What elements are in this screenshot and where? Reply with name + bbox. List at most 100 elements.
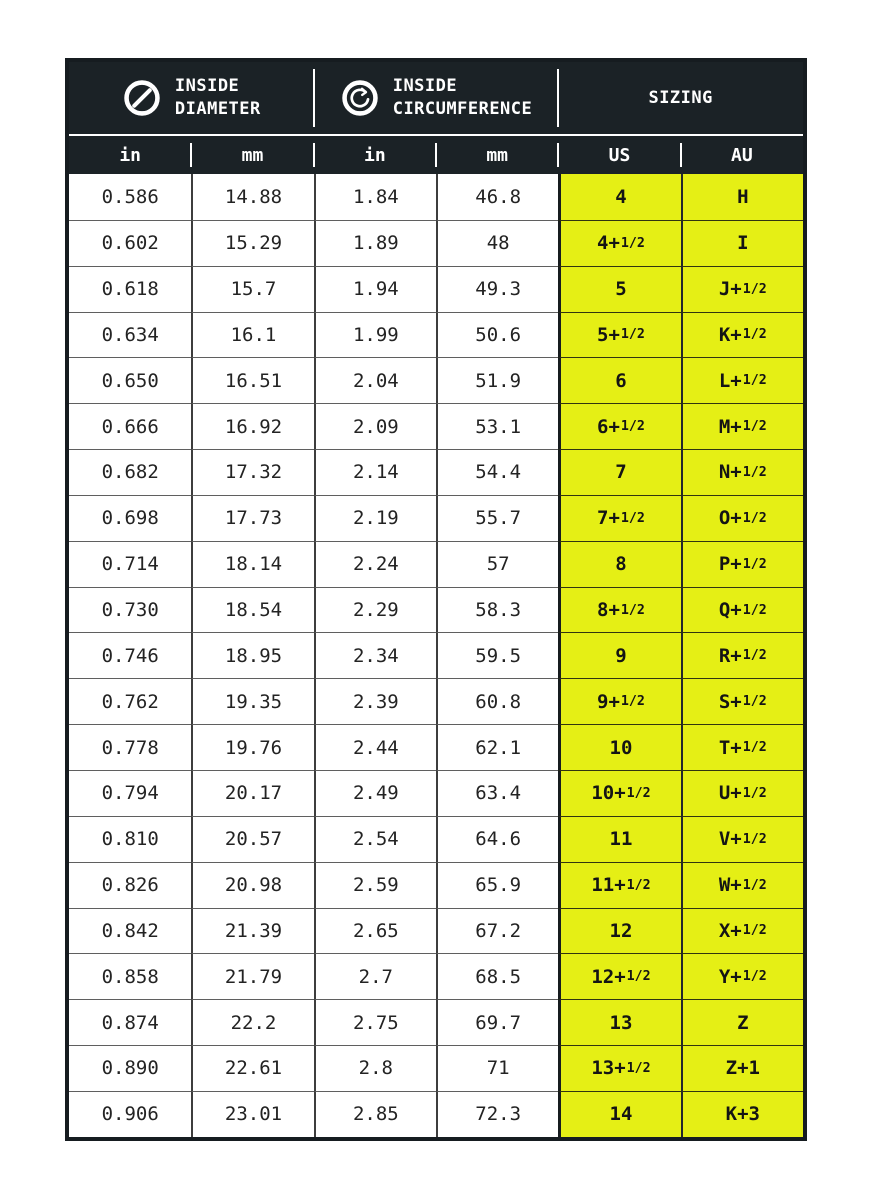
table-row: 0.890 22.61 2.8 71 13+ 1/2 Z+1	[69, 1045, 803, 1091]
table-row: 0.794 20.17 2.49 63.4 10+ 1/2 U+ 1/2	[69, 769, 803, 816]
cell-diameter-mm: 18.14	[191, 540, 314, 587]
cell-diameter-in: 0.730	[69, 586, 192, 633]
cell-diameter-in: 0.778	[69, 724, 192, 770]
cell-us-size: 7+ 1/2	[558, 494, 681, 541]
cell-au-size: S+ 1/2	[680, 678, 803, 725]
cell-circumference-in: 2.44	[313, 724, 436, 770]
cell-circumference-mm: 63.4	[436, 769, 559, 816]
cell-circumference-mm: 54.4	[436, 449, 559, 495]
cell-us-size: 7	[558, 449, 681, 495]
cell-circumference-mm: 69.7	[436, 999, 559, 1046]
header-group-sizing: SIZING	[557, 62, 803, 134]
cell-diameter-in: 0.634	[69, 311, 192, 358]
table-row: 0.874 22.2 2.75 69.7 13 Z	[69, 999, 803, 1046]
cell-circumference-mm: 67.2	[436, 907, 559, 954]
cell-circumference-in: 2.8	[313, 1045, 436, 1091]
table-row: 0.682 17.32 2.14 54.4 7 N+ 1/2	[69, 449, 803, 495]
cell-au-size: Z+1	[680, 1045, 803, 1091]
column-header-circumference-mm: mm	[434, 136, 558, 174]
cell-circumference-mm: 71	[436, 1045, 559, 1091]
cell-circumference-in: 2.29	[313, 586, 436, 633]
header-groups: INSIDE DIAMETER INSIDE CIRCUMFERENCE SIZIN…	[69, 62, 803, 134]
cell-diameter-mm: 18.95	[191, 632, 314, 679]
diameter-icon	[124, 80, 160, 116]
cell-diameter-mm: 15.7	[191, 265, 314, 312]
table-row: 0.762 19.35 2.39 60.8 9+ 1/2 S+ 1/2	[69, 678, 803, 725]
cell-circumference-mm: 68.5	[436, 953, 559, 1000]
cell-au-size: Z	[680, 999, 803, 1046]
cell-us-size: 5	[558, 265, 681, 312]
cell-circumference-in: 1.99	[313, 311, 436, 358]
cell-diameter-mm: 16.92	[191, 403, 314, 450]
cell-circumference-in: 2.65	[313, 907, 436, 954]
cell-au-size: I	[680, 219, 803, 266]
cell-us-size: 4	[558, 174, 681, 220]
column-header-us-size: US	[557, 136, 680, 174]
cell-diameter-mm: 20.57	[191, 815, 314, 862]
cell-au-size: L+ 1/2	[680, 357, 803, 404]
cell-us-size: 8	[558, 540, 681, 587]
table-row: 0.826 20.98 2.59 65.9 11+ 1/2 W+ 1/2	[69, 861, 803, 908]
table-row: 0.730 18.54 2.29 58.3 8+ 1/2 Q+ 1/2	[69, 586, 803, 633]
cell-diameter-in: 0.618	[69, 265, 192, 312]
cell-us-size: 13	[558, 999, 681, 1046]
cell-diameter-mm: 21.39	[191, 907, 314, 954]
cell-diameter-in: 0.762	[69, 678, 192, 725]
cell-us-size: 5+ 1/2	[558, 311, 681, 358]
cell-au-size: K+3	[680, 1090, 803, 1137]
cell-us-size: 11	[558, 815, 681, 862]
cell-us-size: 13+ 1/2	[558, 1045, 681, 1091]
cell-us-size: 6	[558, 357, 681, 404]
table-row: 0.858 21.79 2.7 68.5 12+ 1/2 Y+ 1/2	[69, 953, 803, 1000]
cell-circumference-mm: 64.6	[436, 815, 559, 862]
cell-circumference-in: 2.54	[313, 815, 436, 862]
cell-circumference-mm: 46.8	[436, 174, 559, 220]
cell-au-size: X+ 1/2	[680, 907, 803, 954]
cell-diameter-in: 0.666	[69, 403, 192, 450]
cell-diameter-mm: 18.54	[191, 586, 314, 633]
cell-us-size: 14	[558, 1090, 681, 1137]
table-row: 0.698 17.73 2.19 55.7 7+ 1/2 O+ 1/2	[69, 494, 803, 541]
circumference-icon	[341, 80, 378, 116]
cell-circumference-mm: 57	[436, 540, 559, 587]
cell-circumference-in: 2.09	[313, 403, 436, 450]
cell-us-size: 12	[558, 907, 681, 954]
cell-circumference-mm: 58.3	[436, 586, 559, 633]
cell-circumference-mm: 55.7	[436, 494, 559, 541]
cell-us-size: 12+ 1/2	[558, 953, 681, 1000]
table-row: 0.666 16.92 2.09 53.1 6+ 1/2 M+ 1/2	[69, 403, 803, 450]
cell-us-size: 10+ 1/2	[558, 769, 681, 816]
header-divider	[69, 134, 803, 136]
cell-circumference-in: 2.14	[313, 449, 436, 495]
cell-diameter-mm: 15.29	[191, 219, 314, 266]
cell-circumference-in: 2.75	[313, 999, 436, 1046]
cell-us-size: 4+ 1/2	[558, 219, 681, 266]
cell-au-size: K+ 1/2	[680, 311, 803, 358]
cell-diameter-mm: 19.76	[191, 724, 314, 770]
cell-circumference-in: 2.59	[313, 861, 436, 908]
cell-au-size: U+ 1/2	[680, 769, 803, 816]
cell-diameter-mm: 20.17	[191, 769, 314, 816]
cell-circumference-in: 1.89	[313, 219, 436, 266]
header-group-inside-diameter: INSIDE DIAMETER	[69, 62, 314, 134]
cell-circumference-mm: 72.3	[436, 1090, 559, 1137]
cell-diameter-in: 0.826	[69, 861, 192, 908]
cell-circumference-in: 1.84	[313, 174, 436, 220]
cell-circumference-mm: 65.9	[436, 861, 559, 908]
cell-diameter-in: 0.890	[69, 1045, 192, 1091]
cell-us-size: 6+ 1/2	[558, 403, 681, 450]
table-row: 0.842 21.39 2.65 67.2 12 X+ 1/2	[69, 907, 803, 954]
cell-us-size: 8+ 1/2	[558, 586, 681, 633]
ring-size-table: INSIDE DIAMETER INSIDE CIRCUMFERENCE SIZIN…	[65, 58, 807, 1141]
cell-diameter-mm: 16.1	[191, 311, 314, 358]
column-header-circumference-in: in	[312, 136, 436, 174]
cell-diameter-mm: 19.35	[191, 678, 314, 725]
cell-circumference-mm: 53.1	[436, 403, 559, 450]
cell-au-size: P+ 1/2	[680, 540, 803, 587]
cell-au-size: N+ 1/2	[680, 449, 803, 495]
cell-circumference-mm: 50.6	[436, 311, 559, 358]
column-header-diameter-mm: mm	[190, 136, 313, 174]
cell-circumference-mm: 62.1	[436, 724, 559, 770]
cell-circumference-in: 2.34	[313, 632, 436, 679]
